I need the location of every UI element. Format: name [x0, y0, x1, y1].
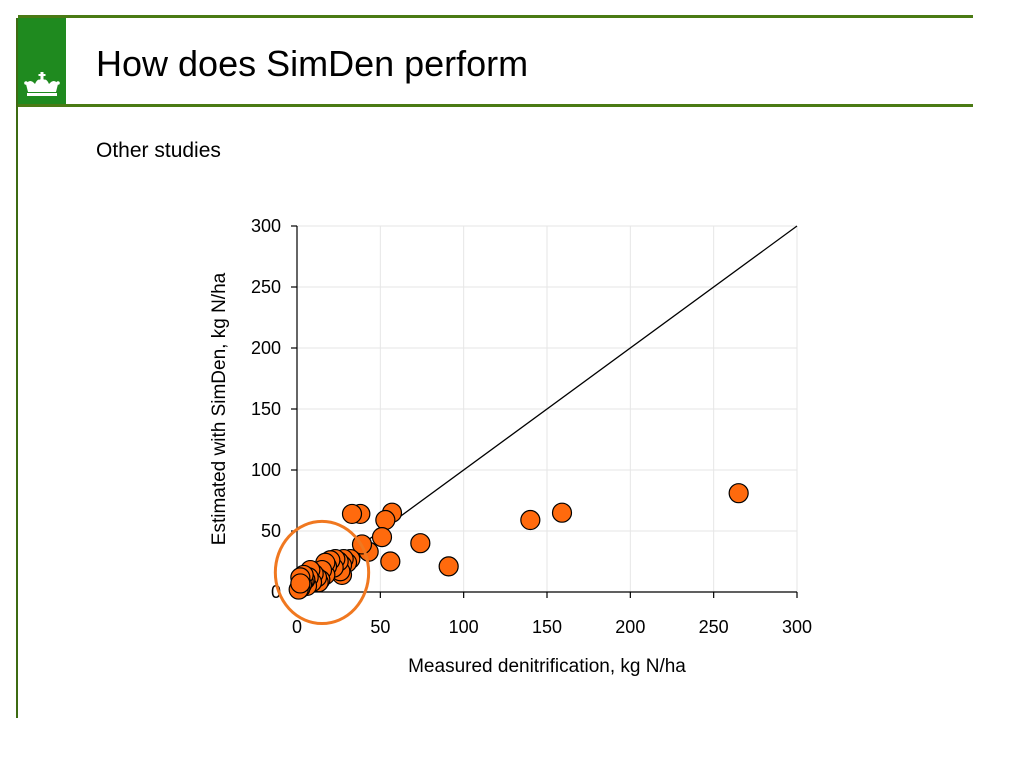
data-point — [438, 556, 459, 577]
page-title: How does SimDen perform — [96, 43, 529, 84]
data-points — [288, 483, 749, 600]
data-point — [290, 573, 311, 594]
data-point — [341, 503, 363, 525]
data-point — [375, 509, 396, 531]
x-axis-title: Measured denitrification, kg N/ha — [408, 656, 686, 677]
data-point — [551, 502, 573, 523]
data-point — [371, 526, 393, 548]
top-border-rule — [18, 15, 973, 18]
y-tick-label: 150 — [251, 399, 281, 419]
data-point — [380, 551, 401, 572]
x-tick-label: 150 — [532, 617, 562, 637]
highlight-ring — [273, 519, 371, 626]
title-rule — [18, 104, 973, 107]
logo-panel — [18, 18, 66, 104]
y-tick-label: 0 — [271, 582, 281, 602]
data-point — [520, 509, 541, 531]
tick-labels: 0 50 100 150 200 250 300 0 50 100 150 200 250 300 — [251, 216, 812, 637]
royal-crown-icon — [24, 72, 60, 96]
y-tick-label: 100 — [251, 460, 281, 480]
x-tick-label: 300 — [782, 617, 812, 637]
y-tick-label: 50 — [261, 521, 281, 541]
y-tick-label: 250 — [251, 277, 281, 297]
x-tick-label: 100 — [449, 617, 479, 637]
y-tick-label: 300 — [251, 216, 281, 236]
y-tick-label: 200 — [251, 338, 281, 358]
left-border-rule — [16, 18, 18, 718]
x-tick-label: 250 — [699, 617, 729, 637]
y-axis-title: Estimated with SimDen, kg N/ha — [209, 272, 230, 545]
x-tick-label: 200 — [615, 617, 645, 637]
x-tick-label: 50 — [370, 617, 390, 637]
data-point — [410, 533, 431, 554]
data-point — [728, 483, 749, 504]
x-tick-label: 0 — [292, 617, 302, 637]
page-subtitle: Other studies — [96, 139, 221, 162]
